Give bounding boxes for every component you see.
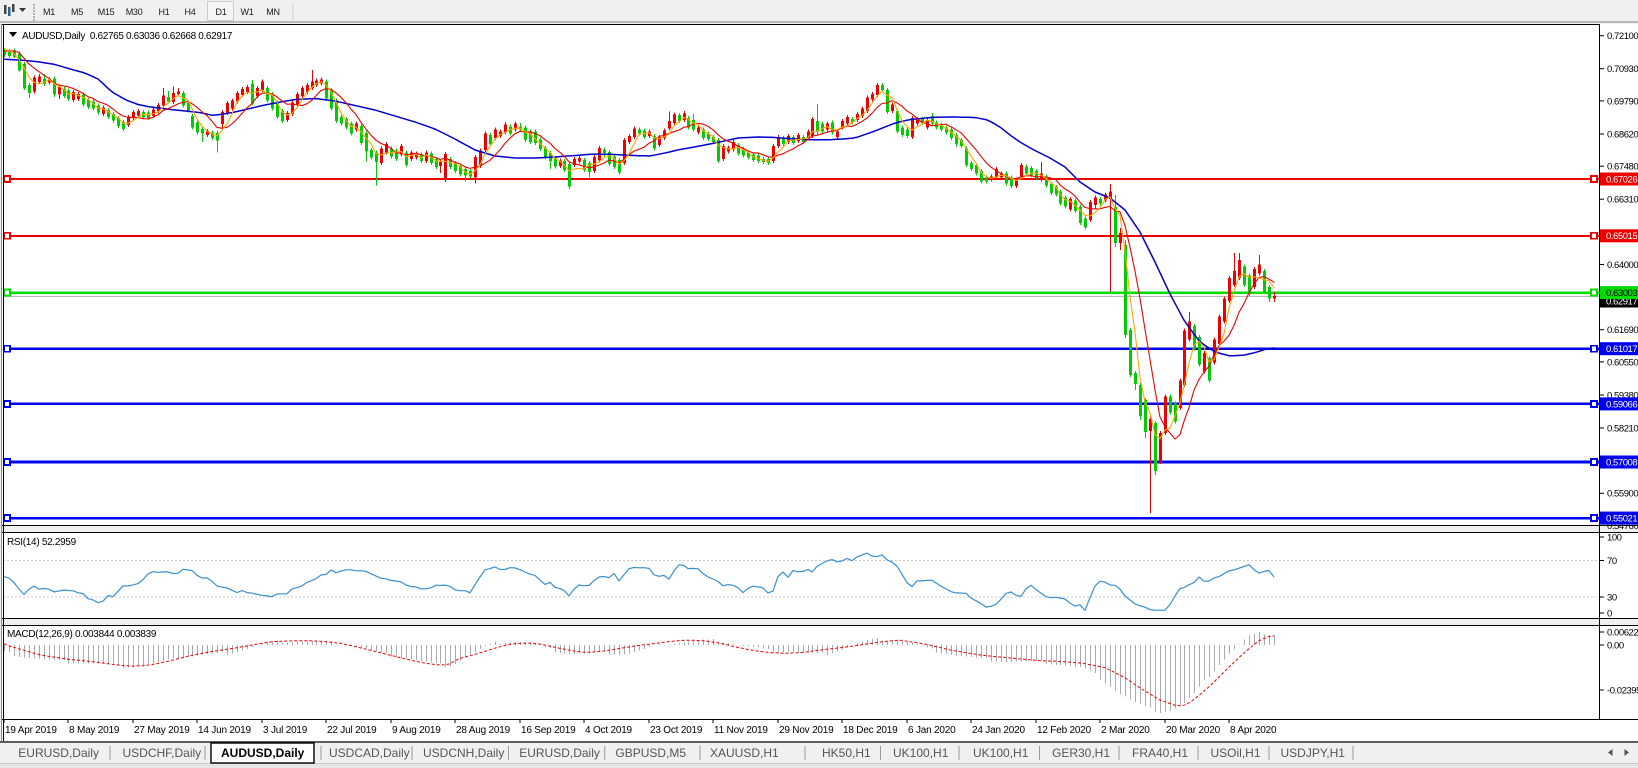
- svg-text:0.63003: 0.63003: [1606, 288, 1637, 299]
- svg-text:0.60550: 0.60550: [1607, 357, 1638, 368]
- svg-text:H4: H4: [185, 7, 196, 17]
- svg-text:0.69790: 0.69790: [1607, 96, 1638, 107]
- svg-text:24 Jan 2020: 24 Jan 2020: [972, 725, 1025, 736]
- svg-text:100: 100: [1607, 532, 1622, 543]
- svg-text:29 Nov 2019: 29 Nov 2019: [779, 725, 834, 736]
- svg-text:MACD(12,26,9) 0.003844 0.00383: MACD(12,26,9) 0.003844 0.003839: [7, 629, 157, 640]
- svg-text:0.67026: 0.67026: [1606, 174, 1637, 185]
- svg-text:70: 70: [1607, 556, 1617, 567]
- svg-text:M15: M15: [98, 7, 115, 17]
- svg-text:0.55900: 0.55900: [1607, 489, 1638, 500]
- svg-text:0: 0: [1607, 608, 1612, 619]
- svg-text:USOil,H1: USOil,H1: [1211, 746, 1261, 760]
- svg-text:W1: W1: [241, 7, 254, 17]
- svg-text:0.61017: 0.61017: [1606, 344, 1637, 355]
- svg-text:AUDUSD,Daily 0.62765 0.63036: AUDUSD,Daily 0.62765 0.63036 0.62668 0.6…: [22, 31, 233, 42]
- svg-text:11 Nov 2019: 11 Nov 2019: [714, 725, 768, 736]
- svg-text:0.55021: 0.55021: [1606, 514, 1637, 525]
- svg-text:19 Apr 2019: 19 Apr 2019: [5, 725, 57, 736]
- svg-text:9 Aug 2019: 9 Aug 2019: [392, 725, 441, 736]
- svg-text:UK100,H1: UK100,H1: [893, 746, 949, 760]
- svg-text:USDJPY,H1: USDJPY,H1: [1281, 746, 1346, 760]
- svg-text:30: 30: [1607, 592, 1617, 603]
- svg-text:M1: M1: [43, 7, 55, 17]
- svg-text:M5: M5: [71, 7, 83, 17]
- svg-text:D1: D1: [216, 7, 227, 17]
- svg-text:8 May 2019: 8 May 2019: [69, 725, 120, 736]
- svg-text:UK100,H1: UK100,H1: [973, 746, 1029, 760]
- svg-text:4 Oct 2019: 4 Oct 2019: [585, 725, 633, 736]
- svg-text:MN: MN: [266, 7, 279, 17]
- svg-text:28 Aug 2019: 28 Aug 2019: [456, 725, 511, 736]
- svg-text:XAUUSD,H1: XAUUSD,H1: [710, 746, 779, 760]
- svg-text:EURUSD,Daily: EURUSD,Daily: [519, 746, 600, 760]
- svg-text:USDCNH,Daily: USDCNH,Daily: [423, 746, 504, 760]
- svg-text:16 Sep 2019: 16 Sep 2019: [521, 725, 576, 736]
- svg-text:0.54760: 0.54760: [1607, 521, 1638, 532]
- svg-text:-0.02395: -0.02395: [1607, 685, 1638, 696]
- svg-text:0.00622: 0.00622: [1607, 627, 1638, 638]
- svg-text:RSI(14) 52.2959: RSI(14) 52.2959: [7, 537, 77, 548]
- svg-text:AUDUSD,Daily: AUDUSD,Daily: [221, 746, 305, 760]
- svg-text:6 Jan 2020: 6 Jan 2020: [908, 725, 956, 736]
- svg-text:0.66310: 0.66310: [1607, 195, 1638, 206]
- svg-text:22 Jul 2019: 22 Jul 2019: [327, 725, 377, 736]
- svg-text:0.61690: 0.61690: [1607, 325, 1638, 336]
- svg-text:18 Dec 2019: 18 Dec 2019: [843, 725, 898, 736]
- svg-text:0.58210: 0.58210: [1607, 423, 1638, 434]
- svg-text:HK50,H1: HK50,H1: [822, 746, 871, 760]
- svg-text:USDCAD,Daily: USDCAD,Daily: [329, 746, 410, 760]
- svg-text:23 Oct 2019: 23 Oct 2019: [650, 725, 703, 736]
- svg-text:0.70930: 0.70930: [1607, 64, 1638, 75]
- svg-text:27 May 2019: 27 May 2019: [134, 725, 190, 736]
- svg-text:0.59380: 0.59380: [1607, 390, 1638, 401]
- svg-text:USDCHF,Daily: USDCHF,Daily: [123, 746, 202, 760]
- svg-text:0.00: 0.00: [1607, 640, 1624, 651]
- svg-text:2 Mar 2020: 2 Mar 2020: [1101, 725, 1150, 736]
- svg-text:0.62917: 0.62917: [1606, 296, 1637, 307]
- svg-text:FRA40,H1: FRA40,H1: [1132, 746, 1188, 760]
- svg-text:H1: H1: [159, 7, 170, 17]
- svg-text:8 Apr 2020: 8 Apr 2020: [1230, 725, 1277, 736]
- svg-text:0.72100: 0.72100: [1607, 31, 1638, 42]
- svg-text:12 Feb 2020: 12 Feb 2020: [1037, 725, 1092, 736]
- svg-text:GBPUSD,M5: GBPUSD,M5: [615, 746, 686, 760]
- svg-text:0.67480: 0.67480: [1607, 162, 1638, 173]
- svg-text:14 Jun 2019: 14 Jun 2019: [198, 725, 251, 736]
- svg-text:20 Mar 2020: 20 Mar 2020: [1166, 725, 1221, 736]
- svg-text:M30: M30: [126, 7, 143, 17]
- svg-text:0.57008: 0.57008: [1606, 457, 1637, 468]
- svg-text:GER30,H1: GER30,H1: [1052, 746, 1110, 760]
- svg-text:0.65015: 0.65015: [1606, 231, 1637, 242]
- svg-text:0.59066: 0.59066: [1606, 399, 1637, 410]
- svg-text:3 Jul 2019: 3 Jul 2019: [263, 725, 308, 736]
- svg-text:0.68620: 0.68620: [1607, 129, 1638, 140]
- svg-text:0.64000: 0.64000: [1607, 260, 1638, 271]
- svg-text:EURUSD,Daily: EURUSD,Daily: [18, 746, 99, 760]
